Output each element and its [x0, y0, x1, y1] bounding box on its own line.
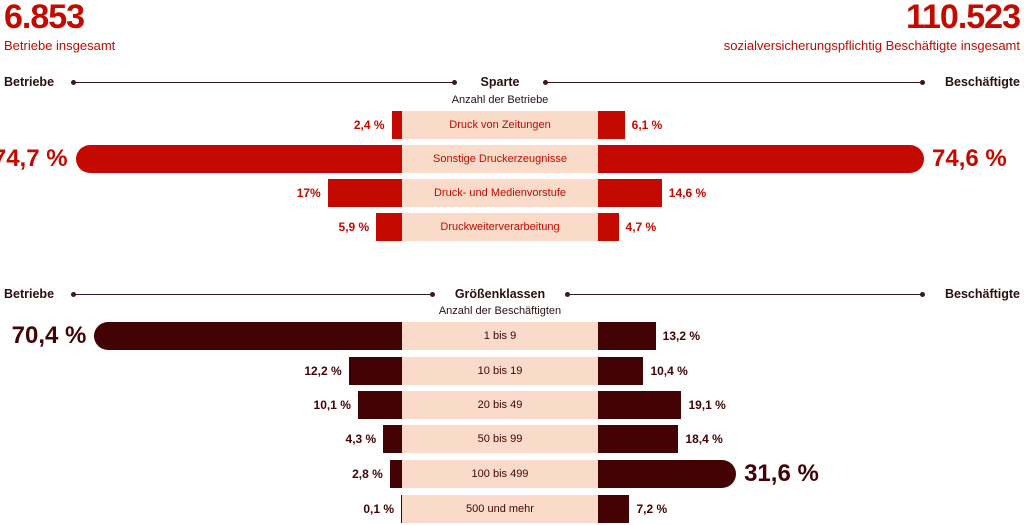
- left-bar: [94, 322, 402, 350]
- chart-title: Größenklassen: [454, 287, 546, 301]
- right-bar: [598, 322, 656, 350]
- right-bar: [598, 495, 630, 523]
- betriebe-total-label: Betriebe insgesamt: [4, 38, 116, 53]
- left-value-label: 4,3 %: [345, 432, 377, 446]
- left-bar: [383, 425, 402, 453]
- category-label: 100 bis 499: [402, 460, 598, 488]
- chart-title: Sparte: [480, 75, 520, 89]
- left-value-label: 5,9 %: [338, 220, 370, 234]
- category-label: 1 bis 9: [402, 322, 598, 350]
- beschaeftigte-total-label: sozialversicherungspflichtig Beschäftigt…: [723, 38, 1020, 53]
- divider-line: [71, 292, 435, 297]
- left-value-label: 10,1 %: [313, 398, 351, 412]
- right-bar: [598, 145, 924, 173]
- right-bar: [598, 391, 682, 419]
- category-label: Druckweiterverarbeitung: [402, 213, 598, 241]
- left-value-label: 17%: [296, 186, 321, 200]
- left-bar: [75, 145, 402, 173]
- betriebe-total: 6.853: [4, 0, 85, 36]
- left-value-label: 2,8 %: [352, 467, 383, 481]
- chart-subtitle: Anzahl der Beschäftigten: [438, 305, 562, 317]
- right-axis-label: Beschäftigte: [944, 75, 1020, 89]
- left-bar: [348, 357, 402, 385]
- right-axis-label: Beschäftigte: [944, 287, 1020, 301]
- divider-line: [543, 80, 925, 85]
- left-bar: [391, 111, 402, 139]
- left-value-label: 2,4 %: [353, 118, 385, 132]
- left-bar: [389, 460, 402, 488]
- right-bar: [598, 425, 679, 453]
- category-label: Druck- und Medienvorstufe: [402, 179, 598, 207]
- category-label: 500 und mehr: [402, 495, 598, 523]
- chart-subtitle: Anzahl der Betriebe: [451, 94, 549, 106]
- category-label: Druck von Zeitungen: [402, 111, 598, 139]
- left-value-label: 12,2 %: [304, 364, 342, 378]
- left-bar: [376, 213, 402, 241]
- right-bar: [598, 179, 662, 207]
- left-value-label: 74,7 %: [0, 145, 68, 172]
- left-bar: [357, 391, 402, 419]
- left-axis-label: Betriebe: [4, 287, 55, 301]
- right-value-label: 14,6 %: [668, 186, 707, 200]
- category-label: 20 bis 49: [402, 391, 598, 419]
- right-value-label: 10,4 %: [650, 364, 688, 378]
- right-bar: [598, 460, 737, 488]
- divider-line: [565, 292, 925, 297]
- right-bar: [598, 111, 625, 139]
- divider-line: [71, 80, 457, 85]
- right-value-label: 18,4 %: [685, 432, 723, 446]
- left-value-label: 0,1 %: [363, 502, 394, 516]
- left-value-label: 70,4 %: [11, 322, 87, 349]
- right-value-label: 7,2 %: [636, 502, 668, 516]
- left-bar: [327, 179, 402, 207]
- left-bar: [401, 495, 402, 523]
- right-value-label: 13,2 %: [662, 329, 701, 343]
- right-value-label: 74,6 %: [932, 145, 1007, 172]
- right-value-label: 31,6 %: [744, 460, 819, 487]
- category-label: 10 bis 19: [402, 357, 598, 385]
- beschaeftigte-total: 110.523: [905, 0, 1021, 36]
- right-value-label: 19,1 %: [688, 398, 726, 412]
- right-bar: [598, 357, 644, 385]
- right-bar: [598, 213, 619, 241]
- right-value-label: 4,7 %: [625, 220, 657, 234]
- left-axis-label: Betriebe: [4, 75, 55, 89]
- category-label: 50 bis 99: [402, 425, 598, 453]
- category-label: Sonstige Druckerzeugnisse: [402, 145, 598, 173]
- right-value-label: 6,1 %: [631, 118, 663, 132]
